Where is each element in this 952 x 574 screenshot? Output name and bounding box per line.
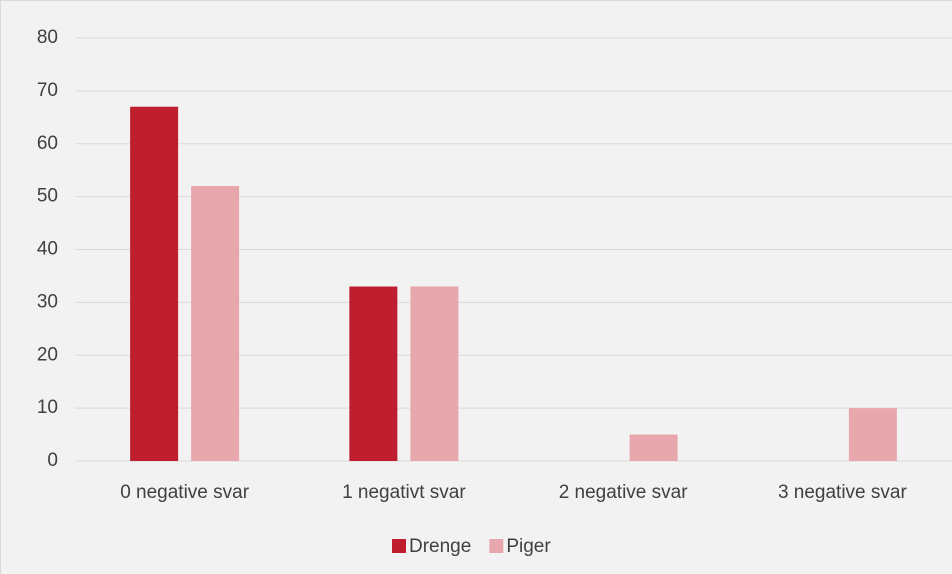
legend-swatch bbox=[489, 539, 504, 553]
bar bbox=[848, 408, 897, 461]
legend-swatch bbox=[392, 539, 406, 553]
x-tick-label: 3 negative svar bbox=[778, 482, 908, 503]
x-tick-label: 0 negative svar bbox=[120, 482, 250, 503]
x-tick-label: 1 negativt svar bbox=[342, 482, 466, 503]
y-tick-label: 50 bbox=[37, 186, 58, 207]
bar bbox=[349, 286, 398, 461]
bar bbox=[410, 286, 459, 461]
y-tick-label: 30 bbox=[37, 291, 58, 312]
y-tick-label: 80 bbox=[37, 27, 58, 48]
x-tick-label: 2 negative svar bbox=[559, 482, 689, 503]
y-tick-label: 10 bbox=[37, 397, 58, 418]
y-tick-label: 70 bbox=[37, 80, 58, 101]
y-tick-label: 40 bbox=[37, 239, 58, 260]
legend-label: Piger bbox=[506, 536, 551, 557]
legend-label: Drenge bbox=[409, 536, 471, 557]
y-tick-label: 20 bbox=[37, 344, 58, 365]
bar bbox=[629, 434, 678, 461]
bar bbox=[191, 186, 240, 462]
y-tick-label: 0 bbox=[47, 450, 58, 471]
bar bbox=[130, 106, 179, 462]
y-tick-label: 60 bbox=[37, 133, 58, 154]
